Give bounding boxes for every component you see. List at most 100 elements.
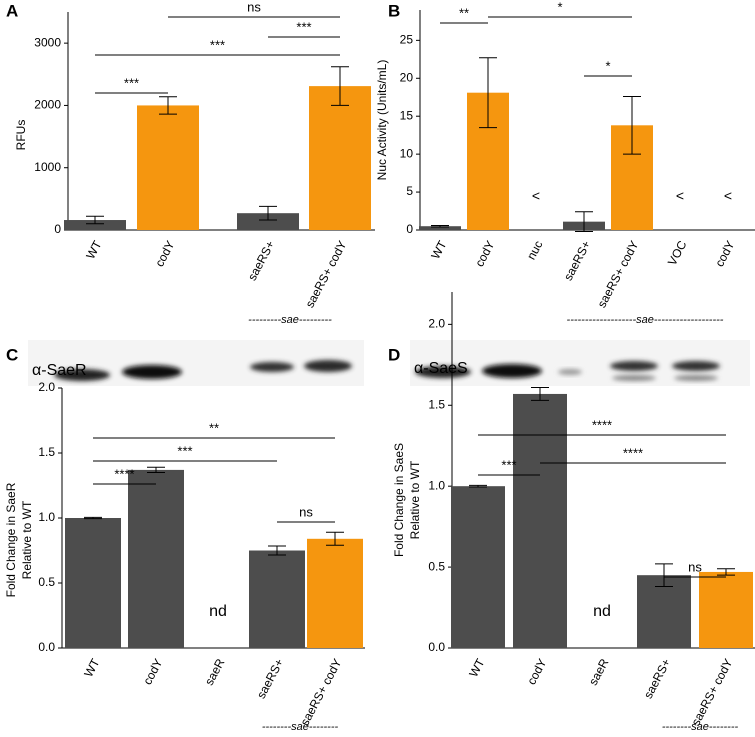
x-tick-label: saeRS+ codY bbox=[302, 238, 349, 310]
significance-label: *** bbox=[210, 37, 225, 52]
x-tick-label: codY bbox=[712, 238, 737, 269]
blot-band bbox=[610, 361, 658, 371]
blot-band bbox=[674, 375, 718, 381]
x-tick-label: WT bbox=[81, 656, 102, 680]
x-tick-label: saeRS+ codY bbox=[594, 238, 641, 310]
blot-label: α-SaeS bbox=[414, 360, 468, 377]
blot-label: α-SaeR bbox=[32, 362, 87, 379]
y-tick-label: 2.0 bbox=[428, 317, 445, 331]
x-tick-label: codY bbox=[472, 238, 497, 269]
x-tick-label: saeRS+ bbox=[245, 238, 278, 283]
significance-label: ** bbox=[209, 420, 219, 435]
y-tick-label: 1.5 bbox=[38, 445, 55, 459]
x-tick-label: codY bbox=[152, 238, 177, 269]
significance-label: * bbox=[557, 0, 562, 14]
y-axis-label: Fold Change in SaeR bbox=[4, 482, 18, 597]
significance-label: *** bbox=[296, 19, 311, 34]
y-tick-label: 25 bbox=[400, 33, 414, 47]
significance-label: ns bbox=[247, 0, 261, 14]
significance-label: ** bbox=[459, 5, 469, 20]
y-tick-label: 0.0 bbox=[38, 640, 55, 654]
significance-label: **** bbox=[114, 466, 134, 481]
significance-label: ns bbox=[299, 504, 313, 519]
x-tick-label: WT bbox=[83, 238, 104, 262]
x-tick-label: saeRS+ codY bbox=[297, 656, 344, 728]
blot-c bbox=[28, 340, 364, 386]
bar bbox=[128, 469, 184, 648]
significance-label: **** bbox=[623, 445, 643, 460]
value-label: < bbox=[724, 188, 732, 204]
x-tick-label: codY bbox=[140, 656, 165, 687]
y-tick-label: 0 bbox=[406, 222, 413, 236]
blot-d bbox=[410, 340, 750, 386]
y-tick-label: 5 bbox=[406, 184, 413, 198]
bar bbox=[249, 550, 305, 648]
significance-label: * bbox=[605, 58, 610, 73]
y-tick-label: 2.0 bbox=[38, 380, 55, 394]
bar bbox=[637, 575, 691, 648]
blot-band bbox=[415, 366, 471, 378]
value-label: nd bbox=[209, 603, 227, 620]
x-tick-label: VOC bbox=[665, 238, 690, 268]
x-tick-label: codY bbox=[524, 656, 549, 687]
x-tick-label: saeR bbox=[586, 656, 612, 688]
bar bbox=[451, 486, 505, 648]
significance-label: *** bbox=[501, 457, 516, 472]
y-axis-label: Relative to WT bbox=[20, 500, 34, 579]
y-axis-label: Fold Change in SaeS bbox=[392, 443, 406, 557]
group-label: -------------------sae------------------… bbox=[567, 314, 724, 326]
blot-band bbox=[54, 369, 110, 381]
x-tick-label: saeRS+ codY bbox=[688, 656, 735, 728]
bar bbox=[137, 105, 199, 230]
x-tick-label: nuc bbox=[524, 238, 545, 262]
group-label: ---------sae--------- bbox=[248, 314, 332, 326]
value-label: < bbox=[676, 188, 684, 204]
y-tick-label: 20 bbox=[400, 70, 414, 84]
group-label: --------sae-------- bbox=[662, 721, 739, 733]
blot-band bbox=[250, 362, 294, 372]
y-axis-label: RFUs bbox=[14, 120, 28, 151]
x-tick-label: WT bbox=[428, 238, 449, 262]
bar bbox=[309, 86, 371, 231]
significance-label: *** bbox=[124, 75, 139, 90]
significance-label: ns bbox=[688, 559, 702, 574]
panel-letter: A bbox=[6, 1, 18, 20]
y-tick-label: 0.5 bbox=[38, 575, 55, 589]
panel-letter: B bbox=[388, 1, 400, 20]
blot-band bbox=[122, 365, 182, 379]
y-tick-label: 3000 bbox=[34, 35, 61, 49]
value-label: < bbox=[532, 188, 540, 204]
bar bbox=[699, 571, 753, 648]
bar bbox=[65, 518, 121, 648]
bar bbox=[307, 538, 363, 648]
bar bbox=[64, 220, 126, 230]
x-tick-label: saeRS+ bbox=[641, 656, 674, 701]
bar bbox=[513, 393, 567, 648]
significance-label: **** bbox=[592, 417, 612, 432]
y-tick-label: 10 bbox=[400, 146, 414, 160]
y-tick-label: 15 bbox=[400, 108, 414, 122]
value-label: nd bbox=[593, 603, 611, 620]
x-tick-label: saeR bbox=[202, 656, 228, 688]
y-tick-label: 0 bbox=[54, 222, 61, 236]
y-tick-label: 0.0 bbox=[428, 640, 445, 654]
blot-band bbox=[558, 369, 582, 375]
x-tick-label: WT bbox=[466, 656, 487, 680]
bar bbox=[237, 213, 299, 230]
blot-band bbox=[482, 364, 542, 378]
y-tick-label: 1.0 bbox=[428, 478, 445, 492]
bar bbox=[419, 226, 461, 230]
blot-band bbox=[672, 361, 720, 371]
panel-letter: C bbox=[6, 345, 18, 364]
y-tick-label: 2000 bbox=[34, 98, 61, 112]
y-tick-label: 1.5 bbox=[428, 397, 445, 411]
blot-band bbox=[612, 375, 656, 381]
y-tick-label: 0.5 bbox=[428, 559, 445, 573]
y-axis-label: Nuc Activity (Units/mL) bbox=[375, 60, 389, 181]
y-axis-label: Relative to WT bbox=[408, 460, 422, 539]
panel-letter: D bbox=[388, 345, 400, 364]
y-tick-label: 1.0 bbox=[38, 510, 55, 524]
group-label: --------sae-------- bbox=[262, 721, 339, 733]
